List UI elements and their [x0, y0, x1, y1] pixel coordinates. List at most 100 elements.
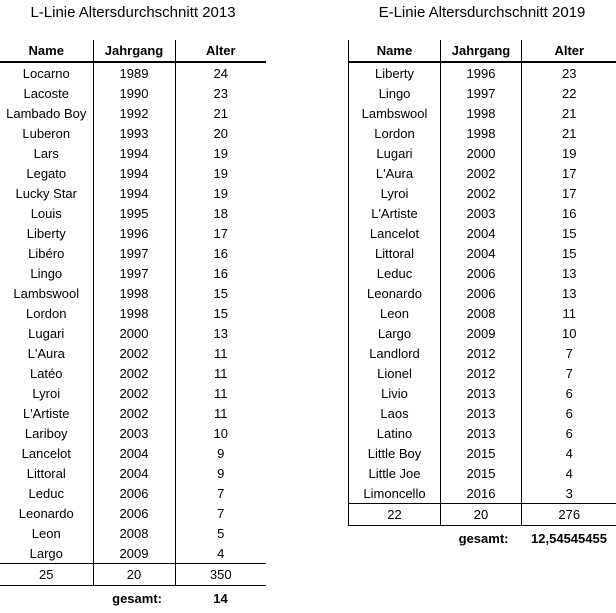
name-cell: Lugari [28, 325, 65, 341]
jahrgang-cell: 1998 [440, 123, 522, 143]
jahrgang-cell: 1997 [92, 263, 175, 283]
name-cell: Lars [33, 145, 59, 161]
table-row: Lambswool 1998 15 [0, 283, 266, 303]
summary-row: 22 20 276 [348, 503, 616, 526]
alter-cell: 15 [174, 303, 266, 323]
jahrgang-cell: 2002 [440, 163, 522, 183]
alter-cell: 15 [521, 243, 616, 263]
column-header-name: Name [0, 40, 93, 63]
table-row: Latéo 2002 11 [0, 363, 266, 383]
jahrgang-cell: 2003 [92, 423, 175, 443]
alter-cell: 11 [174, 403, 266, 423]
alter-cell: 17 [174, 223, 266, 243]
table-row: Liberty 1996 17 [0, 223, 266, 243]
jahrgang-cell: 2006 [92, 483, 175, 503]
alter-cell: 15 [174, 283, 266, 303]
name-cell: Lambswool [13, 285, 80, 301]
jahrgang-cell: 1989 [92, 62, 175, 83]
table-row: Laos 2013 6 [348, 403, 616, 423]
name-cell: Lucky Star [15, 185, 77, 201]
table-row: Lyroi 2002 11 [0, 383, 266, 403]
summary-alter-sum: 276 [521, 503, 616, 526]
table-row: Littoral 2004 9 [0, 463, 266, 483]
table-row: Lordon 1998 21 [348, 123, 616, 143]
name-cell: Lambado Boy [6, 105, 87, 121]
jahrgang-cell: 2002 [92, 343, 175, 363]
jahrgang-cell: 1994 [92, 163, 175, 183]
jahrgang-cell: 2002 [440, 183, 522, 203]
summary-row: 25 20 350 [0, 563, 266, 586]
jahrgang-cell: 2009 [440, 323, 522, 343]
gesamt-value: 14 [213, 590, 228, 606]
name-cell: L'Artiste [22, 405, 70, 421]
table-row: L'Artiste 2003 16 [348, 203, 616, 223]
jahrgang-cell: 1994 [92, 183, 175, 203]
jahrgang-cell: 2006 [92, 503, 175, 523]
alter-cell: 7 [521, 343, 616, 363]
jahrgang-cell: 1998 [92, 303, 175, 323]
jahrgang-cell: 2013 [440, 423, 522, 443]
alter-cell: 22 [521, 83, 616, 103]
alter-cell: 7 [174, 503, 266, 523]
name-cell: Little Boy [348, 443, 441, 463]
name-cell: Lyroi [348, 183, 441, 203]
name-cell: Leon [348, 303, 441, 323]
alter-cell: 10 [521, 323, 616, 343]
table-row: Lars 1994 19 [0, 143, 266, 163]
column-header-jahrgang: Jahrgang [440, 40, 522, 63]
summary-alter-sum: 350 [174, 563, 266, 586]
alter-cell: 7 [174, 483, 266, 503]
name-cell: Lancelot [348, 223, 441, 243]
alter-cell: 18 [174, 203, 266, 223]
name-cell: Lionel [348, 363, 441, 383]
table-row: Luberon 1993 20 [0, 123, 266, 143]
name-cell: Littoral [26, 465, 66, 481]
name-cell: Lacoste [23, 85, 70, 101]
jahrgang-cell: 1990 [92, 83, 175, 103]
name-cell: Largo [0, 543, 93, 564]
name-cell: L'Aura [348, 163, 441, 183]
alter-cell: 9 [174, 463, 266, 483]
summary-jahrgang: 20 [440, 503, 522, 526]
alter-cell: 21 [521, 103, 616, 123]
table-row: Leonardo 2006 13 [348, 283, 616, 303]
name-cell: Limoncello [348, 483, 441, 504]
name-cell: Libéro [28, 245, 65, 261]
alter-cell: 24 [174, 62, 266, 83]
gesamt-row: gesamt: 14 [0, 586, 266, 611]
jahrgang-cell: 2015 [440, 443, 522, 463]
jahrgang-cell: 1997 [440, 83, 522, 103]
jahrgang-cell: 2016 [440, 483, 522, 504]
name-cell: Leonardo [18, 505, 74, 521]
jahrgang-cell: 2009 [92, 543, 175, 564]
alter-cell: 23 [174, 83, 266, 103]
table-row: Lambswool 1998 21 [348, 103, 616, 123]
jahrgang-cell: 1997 [92, 243, 175, 263]
jahrgang-cell: 2013 [440, 383, 522, 403]
gesamt-value: 12,54545455 [531, 530, 607, 546]
name-cell: Little Joe [348, 463, 441, 483]
name-cell: Laos [348, 403, 441, 423]
summary-count: 22 [348, 503, 441, 526]
alter-cell: 3 [521, 483, 616, 504]
alter-cell: 15 [521, 223, 616, 243]
alter-cell: 4 [521, 443, 616, 463]
alter-cell: 5 [174, 523, 266, 543]
column-header-alter: Alter [174, 40, 266, 63]
table-row: Locarno 1989 24 [0, 62, 266, 83]
alter-cell: 19 [174, 163, 266, 183]
alter-cell: 16 [174, 263, 266, 283]
table-row: Leon 2008 11 [348, 303, 616, 323]
name-cell: Lordon [26, 305, 67, 321]
name-cell: L'Artiste [348, 203, 441, 223]
summary-jahrgang: 20 [92, 563, 175, 586]
alter-cell: 21 [174, 103, 266, 123]
jahrgang-cell: 2004 [92, 463, 175, 483]
name-cell: Latéo [29, 365, 63, 381]
name-cell: Leduc [348, 263, 441, 283]
jahrgang-cell: 2003 [440, 203, 522, 223]
jahrgang-cell: 2006 [440, 263, 522, 283]
jahrgang-cell: 2000 [440, 143, 522, 163]
name-cell: Lordon [348, 123, 441, 143]
table-row: Leduc 2006 13 [348, 263, 616, 283]
